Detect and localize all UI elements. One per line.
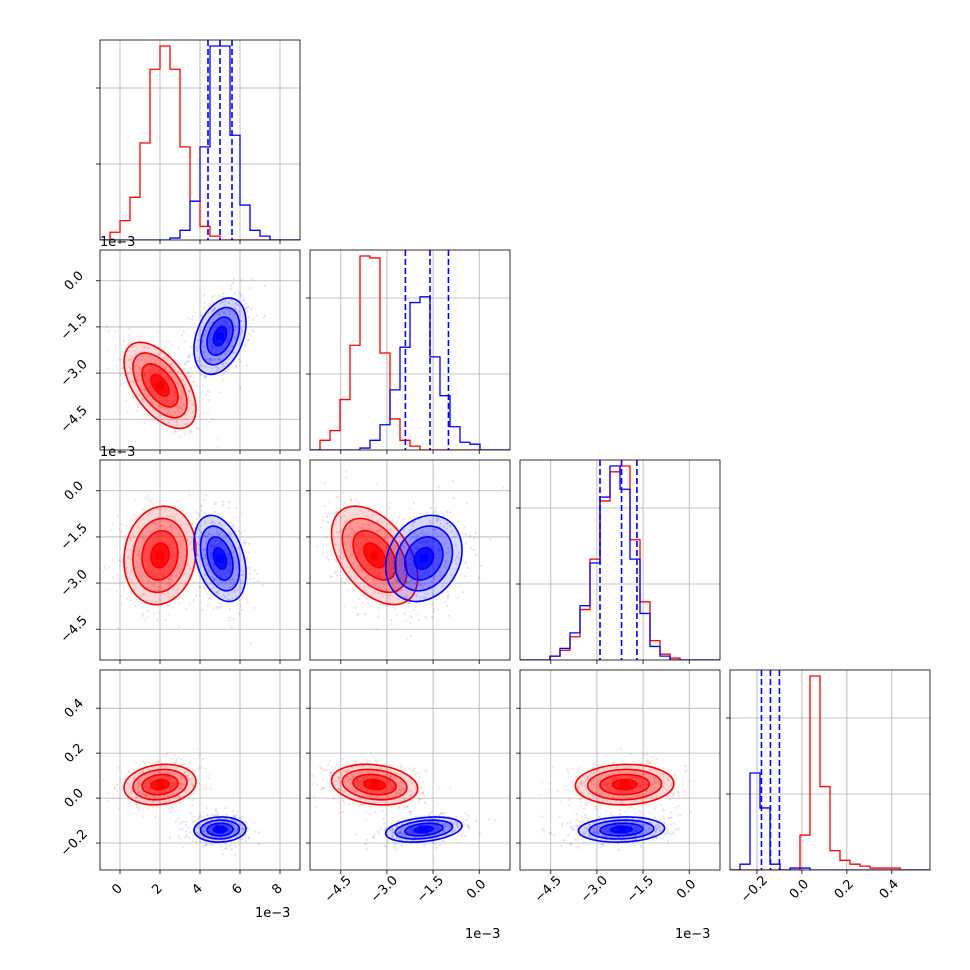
y-tick-label: −4.5 [58, 403, 91, 436]
panel-content [520, 670, 720, 870]
x-tick-label: 0.0 [464, 877, 489, 902]
x-tick-label: 0.4 [877, 877, 902, 902]
panel-border [519, 459, 721, 661]
peak-red [370, 780, 379, 789]
panel-border [729, 669, 931, 871]
panel-content [310, 250, 510, 450]
x-offset-label-col2: 1e−3 [675, 927, 710, 942]
peak-blue [419, 554, 428, 563]
x-tick-label: 0.2 [832, 877, 857, 902]
x-offset-label-col1: 1e−3 [465, 927, 500, 942]
peak-red [620, 780, 629, 789]
panel-r1-c1 [306, 249, 511, 451]
peak-blue [216, 554, 224, 563]
peak-red [156, 780, 164, 789]
histogram-blue [520, 465, 720, 660]
panel-r3-c2 [519, 669, 721, 871]
y-tick-label: 0.0 [62, 479, 87, 504]
panel-r3-c3 [726, 669, 931, 871]
y-tick-label: −1.5 [58, 521, 91, 554]
histogram-red [310, 255, 510, 450]
y-tick-label: −3.0 [58, 567, 91, 600]
panel-content [100, 40, 300, 240]
x-tick-label: 0.0 [787, 877, 812, 902]
panel-content [310, 460, 510, 660]
x-tick-label: −4.5 [322, 873, 355, 906]
panel-r3-c0 [99, 669, 301, 871]
peak-red [156, 381, 164, 390]
y-tick-label: −4.5 [58, 613, 91, 646]
y-tick-label: 0.0 [62, 269, 87, 294]
x-tick-label: 0 [109, 881, 125, 897]
y-tick-label: 0.0 [62, 786, 87, 811]
panel-content [100, 250, 300, 450]
x-tick-label: 6 [229, 881, 245, 897]
y-tick-label: −3.0 [58, 357, 91, 390]
panel-border [309, 249, 511, 451]
panel-r0-c0 [96, 39, 301, 241]
x-tick-label: −1.5 [414, 873, 447, 906]
panel-border [309, 459, 511, 661]
histogram-red [520, 465, 720, 660]
x-tick-label: 2 [149, 881, 165, 897]
x-tick-label: −0.2 [738, 873, 771, 906]
x-tick-label: −3.0 [578, 873, 611, 906]
panel-border [309, 669, 511, 871]
y-tick-label: 0.4 [62, 696, 87, 721]
x-tick-label: −4.5 [532, 873, 565, 906]
peak-blue [617, 825, 626, 834]
panel-content [310, 670, 510, 870]
histogram-blue [100, 45, 300, 240]
histogram-blue [730, 772, 930, 870]
y-offset-label-row1: 1e−3 [100, 235, 135, 250]
x-tick-label: 0.0 [674, 877, 699, 902]
peak-red [370, 551, 379, 560]
peak-blue [419, 825, 428, 834]
y-tick-label: −1.5 [58, 311, 91, 344]
x-tick-label: 4 [189, 881, 205, 897]
panel-r1-c0 [99, 249, 301, 451]
panel-content [730, 670, 930, 870]
x-tick-label: −1.5 [624, 873, 657, 906]
panel-r2-c1 [309, 459, 511, 661]
histogram-blue [310, 296, 510, 450]
histogram-red [730, 675, 930, 870]
peak-red [156, 551, 164, 560]
histogram-red [100, 45, 300, 240]
panel-border [519, 669, 721, 871]
panel-content [520, 460, 720, 660]
panel-r3-c1 [309, 669, 511, 871]
panel-content [100, 670, 300, 870]
peak-blue [216, 825, 224, 834]
y-tick-label: 0.2 [62, 741, 87, 766]
x-tick-label: −3.0 [368, 873, 401, 906]
panel-r2-c0 [99, 459, 301, 661]
x-tick-label: 8 [269, 881, 285, 897]
y-tick-label: −0.2 [58, 827, 91, 860]
panel-r2-c2 [516, 459, 721, 661]
x-offset-label-col0: 1e−3 [255, 906, 290, 921]
y-offset-label-row2: 1e−3 [100, 445, 135, 460]
peak-blue [216, 332, 224, 341]
panel-content [100, 460, 300, 660]
